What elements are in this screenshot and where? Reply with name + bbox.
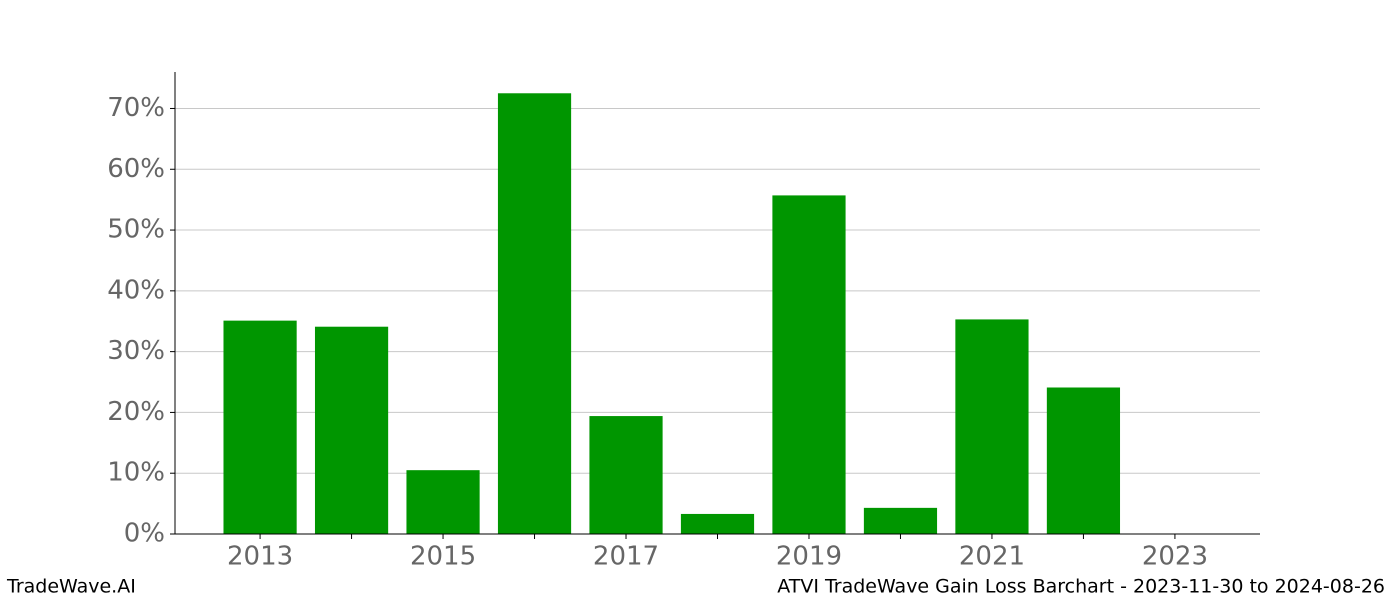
x-tick-label: 2019	[776, 542, 842, 572]
y-tick-label: 40%	[107, 275, 165, 305]
y-tick-label: 10%	[107, 458, 165, 488]
bar	[1046, 387, 1121, 534]
y-tick-label: 60%	[107, 154, 165, 184]
y-tick-label: 20%	[107, 397, 165, 427]
bar	[406, 470, 480, 534]
footer-left: TradeWave.AI	[6, 576, 136, 598]
bar	[863, 507, 938, 534]
x-tick-label: 2023	[1142, 542, 1208, 572]
y-tick-label: 30%	[107, 336, 165, 366]
x-tick-label: 2015	[410, 542, 476, 572]
bar	[589, 416, 663, 534]
x-tick-label: 2013	[227, 542, 293, 572]
x-tick-label: 2017	[593, 542, 659, 572]
bar	[772, 195, 846, 534]
footer-right: ATVI TradeWave Gain Loss Barchart - 2023…	[777, 576, 1385, 598]
bar	[314, 326, 389, 534]
y-tick-label: 70%	[107, 93, 165, 123]
bar	[223, 320, 297, 534]
y-tick-label: 50%	[107, 215, 165, 245]
x-tick-label: 2021	[959, 542, 1025, 572]
bar	[680, 513, 755, 534]
bar	[955, 319, 1029, 534]
bar	[497, 93, 572, 535]
y-tick-label: 0%	[124, 519, 165, 549]
